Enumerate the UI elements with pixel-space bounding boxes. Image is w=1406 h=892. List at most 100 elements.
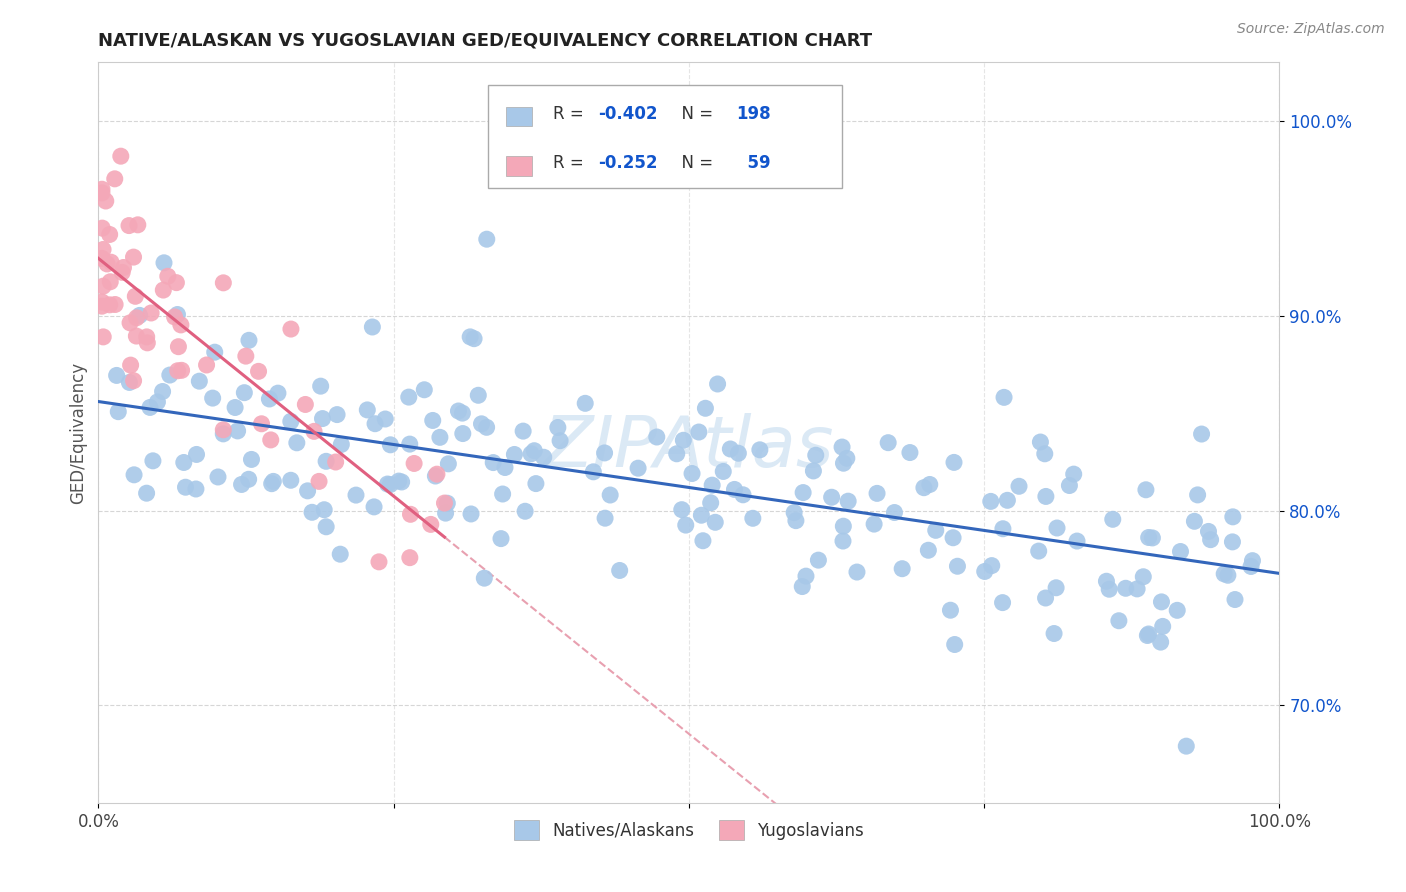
Point [593, 511, 616, 525]
Point [96, 257, 118, 271]
Point [156, 269, 179, 284]
Point [695, 401, 717, 416]
Point [475, 420, 498, 434]
Point [166, 308, 188, 322]
Point [533, 450, 555, 465]
Text: R =: R = [553, 154, 589, 172]
Point [110, 149, 132, 163]
Point [863, 517, 886, 532]
Point [91, 243, 114, 257]
Point [112, 260, 135, 275]
Point [804, 448, 827, 462]
Text: NATIVE/ALASKAN VS YUGOSLAVIAN GED/EQUIVALENCY CORRELATION CHART: NATIVE/ALASKAN VS YUGOSLAVIAN GED/EQUIVA… [98, 32, 873, 50]
Point [472, 571, 495, 585]
Point [118, 316, 141, 330]
Point [235, 349, 257, 363]
Point [1063, 467, 1085, 482]
Point [98, 298, 121, 312]
Point [711, 465, 734, 479]
Point [163, 310, 186, 324]
Point [212, 423, 235, 437]
Point [1137, 531, 1160, 545]
Point [723, 483, 745, 497]
Point [681, 467, 703, 481]
Point [980, 558, 1002, 573]
Point [1198, 524, 1220, 539]
Point [832, 534, 855, 549]
Point [451, 426, 474, 441]
Point [993, 390, 1015, 404]
Point [233, 385, 256, 400]
Point [1066, 534, 1088, 549]
Point [152, 283, 174, 297]
Point [127, 218, 149, 232]
Point [165, 276, 187, 290]
Point [368, 555, 391, 569]
Point [315, 520, 337, 534]
Point [1213, 566, 1236, 581]
Point [1191, 427, 1213, 442]
Point [374, 412, 396, 426]
Point [942, 531, 965, 545]
Point [159, 368, 181, 382]
Point [388, 474, 411, 488]
Point [1184, 514, 1206, 528]
Point [139, 306, 162, 320]
Point [548, 434, 571, 448]
Point [1035, 490, 1057, 504]
Point [1166, 603, 1188, 617]
Point [491, 487, 513, 501]
Point [980, 494, 1002, 508]
Point [434, 506, 457, 520]
Point [380, 438, 402, 452]
Point [1043, 626, 1066, 640]
Point [91, 295, 114, 310]
Point [224, 401, 246, 415]
Point [973, 565, 995, 579]
Point [943, 638, 966, 652]
Point [184, 482, 207, 496]
Point [98, 275, 121, 289]
Point [122, 374, 145, 388]
Point [226, 424, 249, 438]
Point [1136, 628, 1159, 642]
Point [104, 171, 127, 186]
Point [398, 390, 420, 404]
Point [943, 455, 966, 469]
Point [135, 330, 157, 344]
Point [135, 486, 157, 500]
Point [846, 565, 869, 579]
Point [688, 425, 710, 439]
Point [363, 500, 385, 514]
Point [946, 559, 969, 574]
Point [315, 454, 337, 468]
Point [377, 477, 399, 491]
Point [792, 580, 814, 594]
Point [399, 508, 422, 522]
Text: R =: R = [553, 104, 589, 123]
Point [98, 227, 121, 242]
Point [1135, 483, 1157, 497]
Point [344, 488, 367, 502]
Point [238, 472, 260, 486]
Point [260, 476, 283, 491]
Point [783, 506, 806, 520]
Point [1115, 582, 1137, 596]
Point [489, 532, 512, 546]
Point [429, 430, 451, 444]
Point [482, 456, 505, 470]
Point [475, 232, 498, 246]
Point [898, 445, 921, 459]
Point [91, 252, 114, 266]
Point [463, 332, 485, 346]
Point [1152, 619, 1174, 633]
Point [718, 442, 741, 456]
Point [436, 496, 458, 510]
Point [706, 376, 728, 391]
Y-axis label: GED/Equivalency: GED/Equivalency [69, 361, 87, 504]
Point [419, 517, 441, 532]
Point [939, 603, 962, 617]
Point [1101, 512, 1123, 526]
Point [1098, 582, 1121, 597]
Point [91, 299, 114, 313]
